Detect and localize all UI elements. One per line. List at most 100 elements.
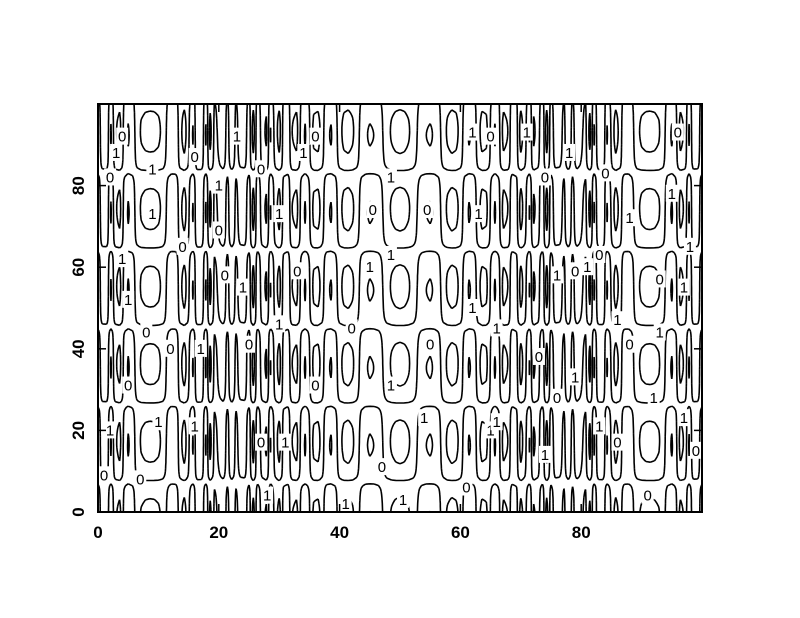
y-tick-label: 20 <box>69 421 88 440</box>
contour-label: 1 <box>197 341 205 358</box>
contour-label-bg <box>146 205 159 223</box>
contour-label-bg <box>677 409 690 427</box>
contour-label-bg <box>384 168 397 186</box>
contour-label: 1 <box>468 125 476 142</box>
contour-label: 0 <box>601 165 609 182</box>
contour-label-bg <box>104 421 117 439</box>
contour-label: 0 <box>106 169 114 186</box>
contour-label-bg <box>110 143 123 161</box>
contour-label: 1 <box>106 422 114 439</box>
contour-label: 1 <box>565 145 573 162</box>
contour-label: 1 <box>387 247 395 264</box>
contour-label: 0 <box>100 467 108 484</box>
contour-label: 0 <box>190 149 198 166</box>
x-tick-label: 0 <box>93 523 102 542</box>
contour-label-bg <box>472 205 485 223</box>
contour-label: 1 <box>215 178 223 195</box>
contour-label: 1 <box>366 259 374 276</box>
contour-label: 0 <box>245 337 253 354</box>
contour-label: 1 <box>275 206 283 223</box>
contour-label: 1 <box>486 422 494 439</box>
contour-label-bg <box>623 335 636 353</box>
contour-label-bg <box>122 290 135 308</box>
contour-label: 0 <box>535 349 543 366</box>
contour-label: 1 <box>680 280 688 297</box>
contour-label-bg <box>384 245 397 263</box>
contour-label-bg <box>490 319 503 337</box>
x-tick-label: 80 <box>572 523 591 542</box>
contour-label-bg <box>569 262 582 280</box>
contour-label-bg <box>490 413 503 431</box>
contour-label: 0 <box>656 271 664 288</box>
contour-label-bg <box>146 160 159 178</box>
contour-label: 0 <box>486 129 494 146</box>
contour-label-bg <box>375 458 388 476</box>
contour-label: 1 <box>541 447 549 464</box>
contour-label-bg <box>188 417 201 435</box>
contour-label-bg <box>563 143 576 161</box>
contour-label: 0 <box>369 202 377 219</box>
contour-label-bg <box>418 409 431 427</box>
contour-label-bg <box>551 266 564 284</box>
contour-label-bg <box>647 388 660 406</box>
contour-label-bg <box>653 270 666 288</box>
contour-label-bg <box>116 127 129 145</box>
contour-label: 0 <box>215 222 223 239</box>
contour-label-bg <box>460 478 473 496</box>
contour-label-bg <box>532 347 545 365</box>
contour-label: 1 <box>686 239 694 256</box>
contour-label: 0 <box>462 480 470 497</box>
contour-label-bg <box>677 278 690 296</box>
contour-label: 1 <box>233 129 241 146</box>
contour-label-bg <box>230 127 243 145</box>
contour-label: 0 <box>124 378 132 395</box>
contour-label-bg <box>243 335 255 353</box>
contour-label: 1 <box>420 410 428 427</box>
contour-label: 1 <box>341 496 349 513</box>
contour-label: 0 <box>348 320 356 337</box>
contour-label: 1 <box>650 390 658 407</box>
plot-frame <box>97 103 703 513</box>
contour-label: 0 <box>595 247 603 264</box>
contour-label: 1 <box>468 300 476 317</box>
contour-label-bg <box>466 123 479 141</box>
contour-label: 0 <box>674 125 682 142</box>
contour-label-bg <box>98 466 111 484</box>
y-tick-label: 60 <box>69 258 88 277</box>
contour-label: 0 <box>221 267 229 284</box>
contour-label: 1 <box>148 161 156 178</box>
contour-label-bg <box>538 168 551 186</box>
contour-label-bg <box>345 319 358 337</box>
contour-label: 1 <box>239 280 247 297</box>
contour-label: 1 <box>399 492 407 509</box>
contour-label: 1 <box>190 418 198 435</box>
contour-label: 1 <box>118 251 126 268</box>
contour-label: 0 <box>257 435 265 452</box>
contour-label: 0 <box>311 129 319 146</box>
x-axis: 0 20 40 60 80 <box>93 104 591 542</box>
x-tick-label: 60 <box>451 523 470 542</box>
contour-label-bg <box>384 376 397 394</box>
contour-label: 0 <box>643 488 651 505</box>
contour-label-bg <box>424 335 437 353</box>
contour-label-bg <box>309 127 322 145</box>
contour-label-bg <box>279 433 292 451</box>
contour-label-bg <box>593 417 606 435</box>
contour-label: 1 <box>595 418 603 435</box>
contour-label-bg <box>152 413 165 431</box>
contour-label-bg <box>581 258 594 276</box>
contour-label: 1 <box>148 206 156 223</box>
contour-label: 1 <box>656 324 664 341</box>
contour-label: 0 <box>571 263 579 280</box>
contour-label: 1 <box>668 186 676 203</box>
contour-label-bg <box>261 486 274 504</box>
contour-label-bg <box>551 388 564 406</box>
contour-label: 0 <box>257 161 265 178</box>
contour-label-bg <box>176 237 189 255</box>
contour-label-bg <box>104 168 117 186</box>
contour-label-bg <box>689 441 702 459</box>
contour-label-bg <box>218 266 231 284</box>
contour-label-bg <box>255 160 268 178</box>
contour-label: 0 <box>378 459 386 476</box>
